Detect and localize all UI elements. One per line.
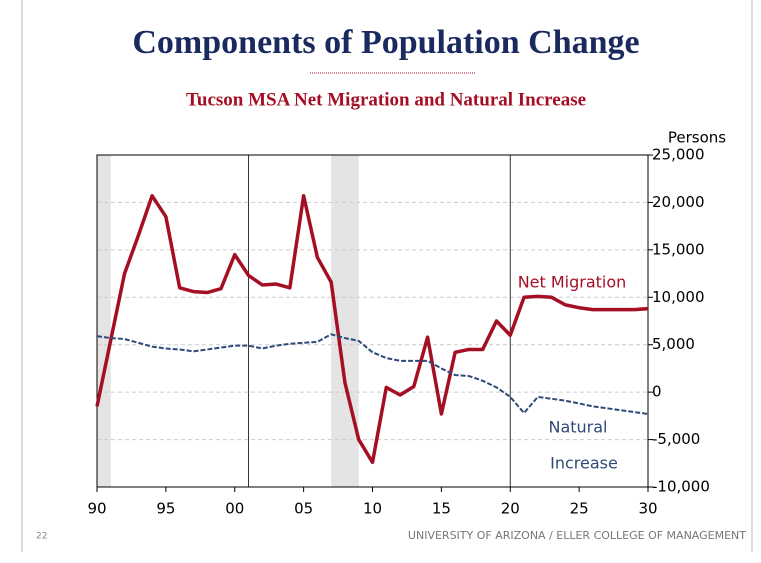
y-tick-label: 0 [652,383,662,401]
chart-title: Components of Population Change [132,24,639,61]
y-tick-label: 20,000 [652,193,705,211]
plot-frame [96,154,649,488]
annotation: Net Migration [518,273,627,292]
page-number: 22 [36,532,47,542]
x-tick-label: 90 [87,500,106,518]
y-tick-label: -10,000 [652,478,710,496]
series-line [96,333,649,415]
x-tick-label: 25 [570,500,589,518]
y-tick-label: 5,000 [652,335,695,353]
series-line [95,194,649,465]
x-tick-label: 05 [294,500,313,518]
y-tick-label: 10,000 [652,288,705,306]
x-tick-label: 10 [363,500,382,518]
y-tick-label: -5,000 [652,430,700,448]
x-tick-label: 30 [638,500,657,518]
x-tick-label: 95 [156,500,175,518]
chart-subtitle: Tucson MSA Net Migration and Natural Inc… [186,89,586,110]
annotation: Increase [550,454,618,473]
y-tick-label: 15,000 [652,240,705,258]
x-tick-label: 20 [501,500,520,518]
y-tick-label: 25,000 [652,146,705,164]
footer-text: UNIVERSITY OF ARIZONA / ELLER COLLEGE OF… [408,529,746,542]
recession-band [97,155,111,487]
x-tick-label: 15 [432,500,451,518]
x-tick-label: 00 [225,500,244,518]
annotation: Natural [548,418,607,437]
y-axis-label: Persons [668,129,726,147]
